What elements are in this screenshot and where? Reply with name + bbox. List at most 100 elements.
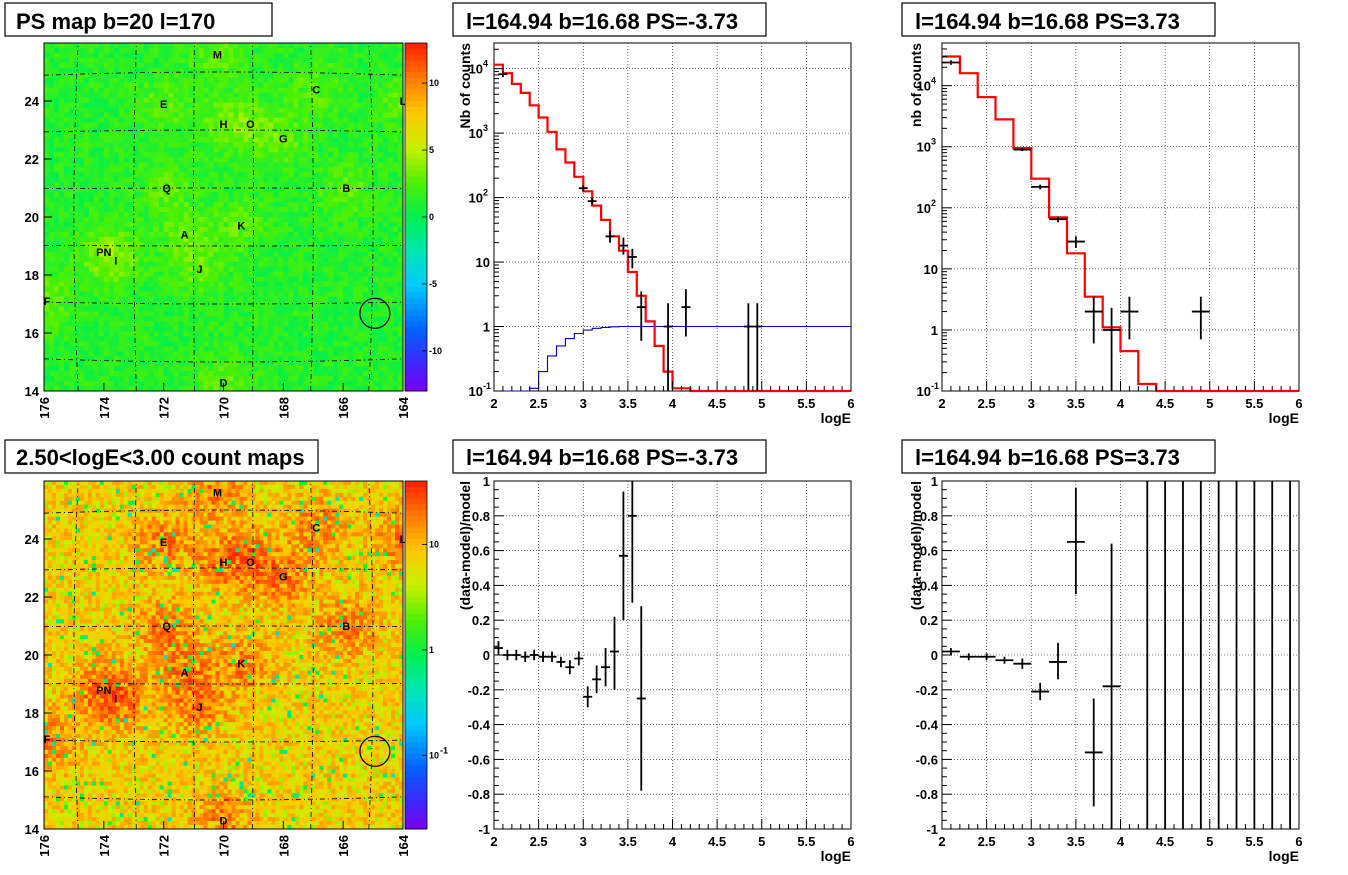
map-pixel — [173, 266, 180, 273]
map-pixel — [93, 241, 100, 248]
map-pixel — [208, 376, 214, 382]
map-pixel — [133, 187, 140, 193]
map-pixel — [338, 177, 344, 183]
map-pixel — [153, 386, 160, 392]
map-pixel — [283, 266, 289, 273]
map-pixel — [98, 92, 105, 99]
map-pixel — [393, 351, 399, 357]
map-pixel — [53, 82, 60, 89]
map-pixel — [273, 221, 279, 228]
map-pixel — [358, 57, 364, 64]
map-pixel — [248, 306, 254, 312]
map-pixel — [388, 167, 394, 173]
map-pixel — [333, 336, 339, 342]
map-pixel — [83, 276, 90, 283]
map-pixel — [258, 221, 264, 228]
map-pixel — [63, 92, 70, 99]
map-pixel — [63, 62, 70, 69]
map-pixel — [323, 152, 329, 158]
map-pixel — [48, 122, 55, 128]
map-pixel — [253, 371, 259, 377]
map-pixel — [228, 331, 234, 337]
map-pixel — [193, 276, 199, 283]
map-pixel — [243, 361, 249, 367]
map-pixel — [153, 172, 160, 178]
map-pixel — [313, 326, 319, 332]
map-pixel — [208, 286, 214, 292]
map-pixel — [333, 217, 339, 223]
map-pixel — [63, 351, 70, 357]
map-pixel — [123, 346, 130, 352]
map-pixel — [328, 132, 334, 138]
map-pixel — [318, 266, 324, 273]
map-pixel — [228, 62, 234, 69]
map-pixel — [373, 127, 379, 133]
map-pixel — [218, 147, 224, 153]
map-pixel — [283, 366, 289, 372]
map-pixel — [93, 147, 100, 153]
map-pixel — [348, 62, 354, 69]
map-pixel — [243, 122, 249, 128]
map-pixel — [198, 251, 204, 258]
map-pixel — [338, 52, 344, 59]
map-pixel — [158, 331, 165, 337]
map-pixel — [213, 77, 219, 84]
map-pixel — [308, 52, 314, 59]
map-pixel — [123, 177, 130, 183]
map-pixel — [53, 366, 60, 372]
map-pixel — [153, 361, 160, 367]
map-pixel — [58, 281, 65, 287]
map-pixel — [103, 207, 110, 213]
map-pixel — [358, 157, 364, 163]
map-pixel — [68, 251, 75, 258]
map-pixel — [233, 167, 239, 173]
map-pixel — [388, 197, 394, 203]
map-pixel — [93, 117, 100, 123]
map-pixel — [218, 197, 224, 203]
map-pixel — [113, 261, 120, 268]
map-pixel — [288, 217, 294, 223]
map-pixel — [113, 351, 120, 357]
map-pixel — [328, 351, 334, 357]
map-pixel — [183, 321, 189, 327]
map-pixel — [128, 231, 135, 238]
map-pixel — [243, 47, 249, 54]
map-pixel — [153, 221, 160, 228]
ps-map-title: PS map b=20 l=170 — [16, 9, 215, 34]
map-pixel — [388, 331, 394, 337]
map-pixel — [373, 167, 379, 173]
map-pixel — [53, 212, 60, 218]
map-pixel — [93, 52, 100, 59]
map-pixel — [133, 316, 140, 322]
map-pixel — [148, 57, 155, 64]
map-pixel — [48, 366, 55, 372]
map-pixel — [173, 321, 180, 327]
map-pixel — [298, 266, 304, 273]
map-pixel — [268, 356, 274, 362]
map-pixel — [143, 286, 150, 292]
map-pixel — [123, 246, 130, 253]
map-pixel — [393, 261, 399, 268]
map-pixel — [233, 67, 239, 74]
map-pixel — [258, 296, 264, 302]
map-pixel — [108, 286, 115, 292]
map-pixel — [298, 321, 304, 327]
map-pixel — [103, 102, 110, 109]
map-pixel — [208, 187, 214, 193]
map-pixel — [173, 177, 180, 183]
map-pixel — [183, 306, 189, 312]
map-pixel — [258, 177, 264, 183]
map-pixel — [368, 172, 374, 178]
map-pixel — [68, 241, 75, 248]
map-pixel — [98, 296, 105, 302]
map-pixel — [193, 147, 199, 153]
map-pixel — [58, 321, 65, 327]
map-pixel — [248, 167, 254, 173]
map-pixel — [83, 72, 90, 79]
map-pixel — [308, 57, 314, 64]
map-pixel — [153, 351, 160, 357]
map-pixel — [388, 82, 394, 89]
map-pixel — [303, 67, 309, 74]
map-pixel — [293, 271, 299, 278]
map-pixel — [153, 217, 160, 223]
